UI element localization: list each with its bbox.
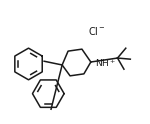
Text: NH$^+$: NH$^+$ [95, 57, 116, 69]
Text: Cl$^-$: Cl$^-$ [88, 25, 106, 37]
